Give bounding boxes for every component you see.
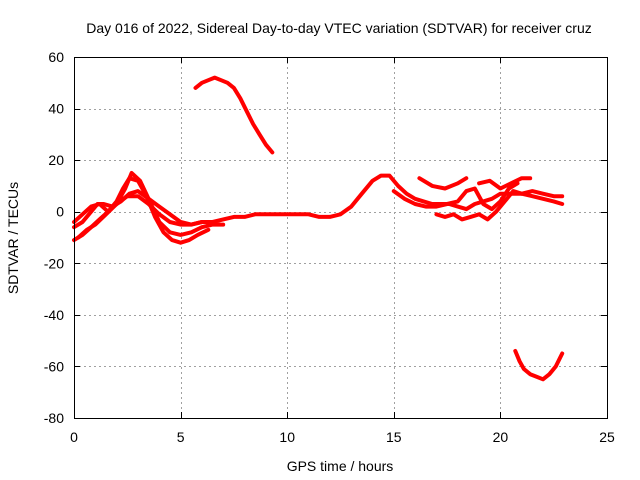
series-line-track-j <box>513 349 565 382</box>
y-tick-label: -60 <box>44 358 64 374</box>
series-line-track-c <box>72 189 204 230</box>
x-tick-label: 20 <box>493 429 509 445</box>
x-tick-label: 10 <box>279 429 295 445</box>
x-axis-label: GPS time / hours <box>287 458 394 474</box>
series-line-track-i <box>193 75 275 155</box>
y-tick-label: 0 <box>56 204 64 220</box>
plot-frame <box>74 57 608 419</box>
y-tick-label: 40 <box>48 101 64 117</box>
x-tick-labels: 0 5 10 15 20 25 <box>70 429 615 445</box>
ticks <box>74 57 608 419</box>
y-axis-label: SDTVAR / TECUs <box>5 182 21 294</box>
y-tick-label: 60 <box>48 49 64 65</box>
x-tick-label: 25 <box>599 429 615 445</box>
series-group <box>72 75 565 382</box>
y-tick-label: -40 <box>44 307 64 323</box>
x-tick-label: 5 <box>177 429 185 445</box>
series-line-track-f <box>434 189 565 222</box>
x-tick-label: 0 <box>70 429 78 445</box>
y-tick-label: 20 <box>48 152 64 168</box>
series-line-track-h <box>477 176 533 191</box>
y-tick-label: -80 <box>44 410 64 426</box>
y-tick-labels: -80 -60 -40 -20 0 20 40 60 <box>44 49 64 426</box>
x-tick-label: 15 <box>386 429 402 445</box>
chart-title: Day 016 of 2022, Sidereal Day-to-day VTE… <box>86 20 592 36</box>
series-line-track-e <box>391 181 520 212</box>
y-tick-label: -20 <box>44 255 64 271</box>
series-line-track-g <box>417 176 469 191</box>
